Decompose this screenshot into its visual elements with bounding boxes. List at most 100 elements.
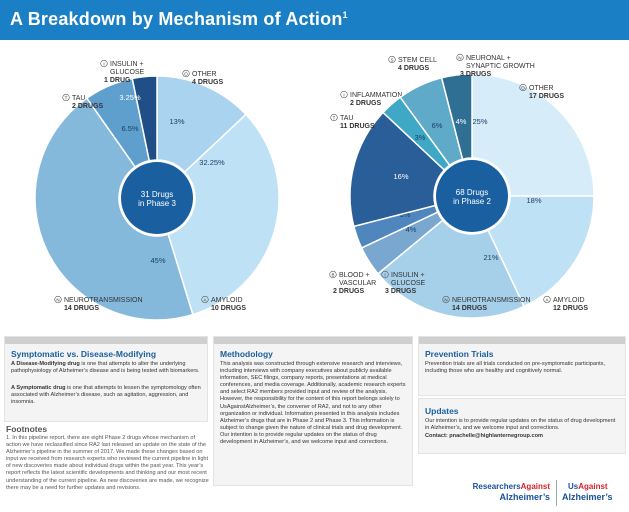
updates-box: Updates Our intention is to provide regu… xyxy=(418,398,626,454)
category-letter: T xyxy=(333,115,336,120)
category-letter-badge xyxy=(54,295,62,304)
category-letter: I xyxy=(384,272,385,277)
pie-center-disc xyxy=(121,162,193,234)
category-count: 17 DRUGS xyxy=(529,93,564,100)
category-letter: I xyxy=(103,61,104,66)
category-count: 3 DRUGS xyxy=(385,288,416,295)
pie-slice-percent-label: 21% xyxy=(483,253,498,262)
category-count: 3 DRUGS xyxy=(460,71,491,78)
category-letter: N xyxy=(56,297,59,302)
category-count: 2 DRUGS xyxy=(333,288,364,295)
category-name: VASCULAR xyxy=(339,280,376,287)
category-count: 14 DRUGS xyxy=(452,305,487,312)
pie-slice-percent-label: 25% xyxy=(472,117,487,126)
category-letter-badge xyxy=(329,270,337,279)
pie-slice-insulin-glucose xyxy=(131,75,158,162)
pie-slice-other xyxy=(471,73,595,197)
category-name: NEURONAL + xyxy=(466,55,511,62)
category-count: 12 DRUGS xyxy=(553,305,588,312)
methodology-heading: Methodology xyxy=(220,349,273,359)
footnotes-panel: Footnotes 1. In this pipeline report, th… xyxy=(4,424,210,508)
pie-slice-percent-label: 18% xyxy=(526,196,541,205)
category-letter: S xyxy=(390,57,393,62)
category-count: 14 DRUGS xyxy=(64,305,99,312)
pie-slice-percent-label: 32.25% xyxy=(199,158,225,167)
category-letter: N xyxy=(444,297,447,302)
pie-slice-neurotransmission xyxy=(376,219,525,319)
header-banner: A Breakdown by Mechanism of Action1 xyxy=(0,0,629,40)
methodology-box: Methodology This analysis was constructe… xyxy=(213,336,413,486)
category-count: 11 DRUGS xyxy=(340,123,375,130)
footnotes-heading: Footnotes xyxy=(6,424,48,434)
pie-slice-neurotransmission xyxy=(34,97,194,321)
category-count: 4 DRUGS xyxy=(398,65,429,72)
updates-text: Our intention is to provide regular upda… xyxy=(425,418,616,432)
category-name: GLUCOSE xyxy=(391,280,426,287)
category-count: 2 DRUGS xyxy=(72,103,103,110)
category-letter-badge xyxy=(201,295,209,304)
category-count: 10 DRUGS xyxy=(211,305,246,312)
category-name: AMYLOID xyxy=(211,297,243,304)
category-name: BLOOD + xyxy=(339,272,370,279)
box-header-bar xyxy=(419,337,625,344)
methodology-text: This analysis was constructed through ex… xyxy=(220,361,406,446)
category-count: 4 DRUGS xyxy=(192,79,223,86)
category-letter: A xyxy=(203,297,206,302)
updates-heading: Updates xyxy=(425,406,459,416)
pie-slice-percent-label: 16% xyxy=(393,172,408,181)
category-letter-badge xyxy=(442,295,450,304)
category-name: INSULIN + xyxy=(391,272,425,279)
category-name: SYNAPTIC GROWTH xyxy=(466,63,535,70)
category-letter: O xyxy=(184,71,188,76)
category-letter-badge xyxy=(182,69,190,78)
category-name: OTHER xyxy=(529,85,554,92)
symptomatic-heading: Symptomatic vs. Disease-Modifying xyxy=(11,349,157,359)
category-name: NEUROTRANSMISSION xyxy=(64,297,143,304)
pie-slice-percent-label: 4% xyxy=(406,225,417,234)
category-name: NEUROTRANSMISSION xyxy=(452,297,531,304)
category-name: TAU xyxy=(72,95,85,102)
category-letter-badge xyxy=(62,93,70,102)
pie-center-disc xyxy=(436,160,508,232)
pie-center-label: in Phase 3 xyxy=(138,199,176,208)
pie-slice-amyloid xyxy=(487,195,595,308)
pie-center-label: 68 Drugs xyxy=(456,188,488,197)
category-name: TAU xyxy=(340,115,353,122)
disease-modifying-text: A Disease-Modifying drug is one that att… xyxy=(11,361,200,375)
pie-slice-percent-label: 3% xyxy=(415,133,426,142)
pie-slice-tau xyxy=(349,111,446,228)
category-letter: B xyxy=(331,272,334,277)
pie-slice-percent-label: 6% xyxy=(432,121,443,130)
researchers-against-alzheimers-logo: ResearchersAgainst Alzheimer’s xyxy=(472,482,550,502)
category-letter: I xyxy=(343,92,344,97)
pie-slice-percent-label: 3% xyxy=(400,210,411,219)
pie-center-label: in Phase 2 xyxy=(453,197,491,206)
category-letter-badge xyxy=(100,59,108,68)
category-letter: T xyxy=(65,95,68,100)
category-letter: N xyxy=(458,55,461,60)
category-count: 2 DRUGS xyxy=(350,100,381,107)
category-letter-badge xyxy=(543,295,551,304)
pie-slice-percent-label: 6.5% xyxy=(121,124,138,133)
category-letter-badge xyxy=(340,90,348,99)
category-letter-badge xyxy=(456,53,464,62)
category-letter: A xyxy=(545,297,548,302)
pie-slice-neuronal-synaptic-growth xyxy=(440,73,473,161)
box-header-bar xyxy=(214,337,412,344)
category-letter: O xyxy=(521,85,525,90)
symptomatic-text: A Symptomatic drug is one that attempts … xyxy=(11,385,201,406)
pie-slice-percent-label: 13% xyxy=(169,117,184,126)
pie-slice-percent-label: 3.25% xyxy=(119,93,141,102)
